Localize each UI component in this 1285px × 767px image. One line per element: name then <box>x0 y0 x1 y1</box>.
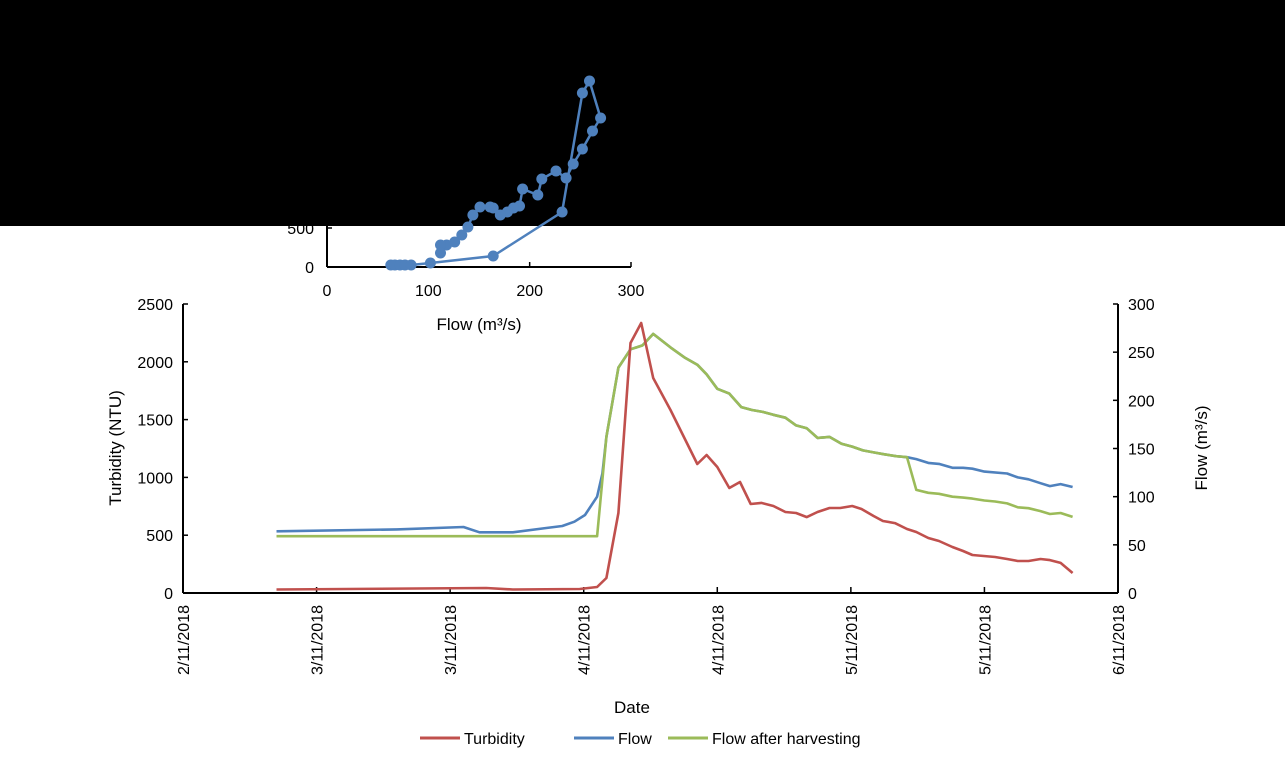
inset-scatter-point <box>584 75 595 87</box>
inset-scatter-point <box>517 183 529 195</box>
y2-tick-label: 250 <box>1128 345 1155 362</box>
series-line-turbidity <box>276 321 1074 591</box>
y-tick-label: 0 <box>164 586 173 603</box>
x-tick-label: 6/11/2018 <box>1111 605 1128 675</box>
x-axis-title: Date <box>614 698 650 717</box>
inset-scatter-point <box>405 259 417 271</box>
y2-tick-label: 200 <box>1128 393 1155 410</box>
inset-scatter-point <box>424 257 436 269</box>
inset-scatter-point <box>576 143 588 155</box>
inset-scatter-point <box>556 206 568 218</box>
inset-scatter-point <box>474 201 486 213</box>
legend-label: Flow <box>618 731 652 748</box>
inset-scatter-point <box>576 87 588 99</box>
inset-scatter-point <box>567 158 579 170</box>
inset-scatter-point <box>550 165 562 177</box>
x-tick-label: 5/11/2018 <box>844 605 861 675</box>
x-tick-label: 4/11/2018 <box>710 605 727 675</box>
x-tick-label: 4/11/2018 <box>577 605 594 675</box>
y-tick-label: 1000 <box>137 470 173 487</box>
y-tick-label: 2500 <box>137 297 173 314</box>
inset-scatter-point <box>494 209 506 221</box>
y-tick-label: 500 <box>146 528 173 545</box>
legend-label: Turbidity <box>464 731 525 748</box>
y2-tick-label: 0 <box>1128 586 1137 603</box>
inset-scatter-point <box>484 201 496 213</box>
inset-x-axis-title: Flow (m³/s) <box>437 315 522 334</box>
y2-tick-label: 150 <box>1128 442 1155 459</box>
x-tick-label: 3/11/2018 <box>443 605 460 675</box>
legend: Turbidity Flow Flow after harvesting <box>420 731 861 748</box>
y-tick-label: 2000 <box>137 355 173 372</box>
black-overlay <box>0 0 1285 226</box>
x-tick-label: 3/11/2018 <box>310 605 327 675</box>
inset-scatter-point <box>456 229 468 241</box>
y2-tick-label: 50 <box>1128 538 1146 555</box>
y2-tick-label: 100 <box>1128 490 1155 507</box>
inset-x-tick-label: 200 <box>516 283 543 300</box>
y2-tick-label: 300 <box>1128 297 1155 314</box>
x-tick-label: 5/11/2018 <box>977 605 994 675</box>
inset-scatter-point <box>560 172 572 184</box>
inset-x-tick-label: 0 <box>323 283 332 300</box>
x-tick-label: 2/11/2018 <box>176 605 193 675</box>
inset-scatter-point <box>435 247 446 259</box>
inset-scatter-point <box>587 125 598 137</box>
y-tick-label: 1500 <box>137 413 173 430</box>
inset-scatter-point <box>536 173 548 185</box>
inset-scatter-point <box>532 189 544 201</box>
series-line-flow <box>276 332 1073 534</box>
legend-label: Flow after harvesting <box>712 731 861 748</box>
inset-scatter-point <box>487 250 499 262</box>
inset-scatter-point <box>435 239 446 251</box>
inset-y-tick-label: 0 <box>305 260 314 277</box>
series-line-flow-after-harvesting <box>276 332 1074 538</box>
y-axis-title: Turbidity (NTU) <box>106 390 125 506</box>
inset-x-tick-label: 100 <box>415 283 442 300</box>
inset-scatter-point <box>462 221 474 233</box>
inset-scatter-point <box>595 112 607 124</box>
inset-x-tick-label: 300 <box>618 283 645 300</box>
y2-axis-title: Flow (m³/s) <box>1192 406 1211 491</box>
inset-scatter-point <box>467 209 479 221</box>
